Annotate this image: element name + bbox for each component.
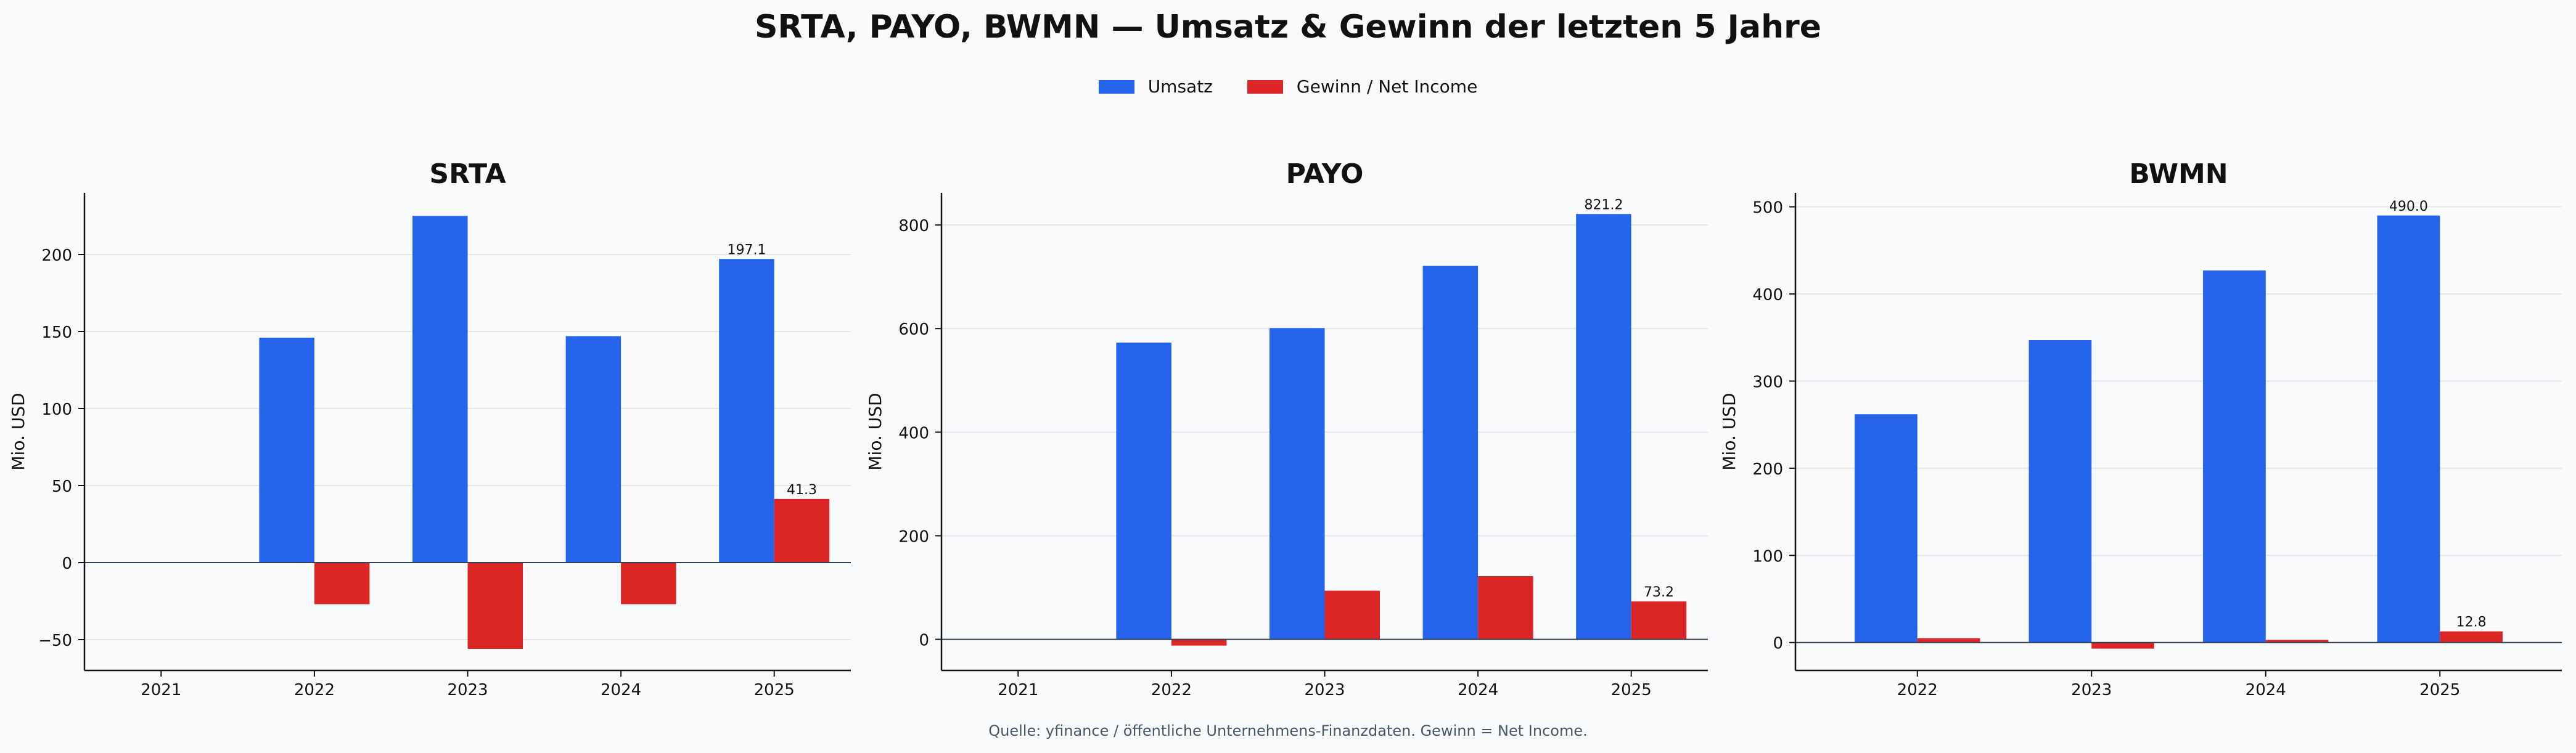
- bar-net-income-2025: [774, 499, 830, 563]
- legend-label-net-income: Gewinn / Net Income: [1296, 76, 1478, 97]
- y-tick-label: 200: [1752, 460, 1783, 479]
- y-tick-label: 800: [898, 217, 929, 235]
- panel-title: PAYO: [1286, 158, 1364, 190]
- source-note: Quelle: yfinance / öffentliche Unternehm…: [988, 722, 1588, 739]
- legend-swatch-revenue: [1098, 79, 1134, 94]
- legend-swatch-net-income: [1247, 79, 1283, 94]
- y-tick-label: 300: [1752, 373, 1783, 391]
- y-axis-label: Mio. USD: [8, 393, 28, 470]
- legend: Umsatz Gewinn / Net Income: [0, 76, 2576, 97]
- bar-net-income-2023: [2091, 642, 2154, 649]
- x-tick-label-2023: 2023: [1304, 681, 1345, 699]
- bar-net-income-2023: [1324, 590, 1380, 640]
- x-tick-label-2022: 2022: [1151, 681, 1192, 699]
- x-tick-label-2025: 2025: [754, 681, 795, 699]
- bar-revenue-2025: [2377, 215, 2440, 643]
- bar-net-income-2025: [2440, 631, 2503, 643]
- y-tick-label: 100: [41, 401, 72, 419]
- panel-title: SRTA: [429, 158, 506, 190]
- y-tick-label: 500: [1752, 199, 1783, 218]
- x-tick-label-2023: 2023: [447, 681, 488, 699]
- data-label-revenue: 490.0: [2389, 199, 2428, 214]
- bar-net-income-2024: [1478, 576, 1533, 640]
- y-tick-label: 400: [898, 424, 929, 442]
- bar-net-income-2023: [467, 563, 523, 649]
- y-tick-label: 400: [1752, 286, 1783, 304]
- data-label-net-income: 12.8: [2456, 615, 2487, 630]
- bar-revenue-2024: [2203, 270, 2266, 643]
- bar-net-income-2024: [621, 563, 676, 604]
- y-tick-label: 0: [919, 632, 929, 650]
- bar-revenue-2024: [1422, 266, 1479, 640]
- y-tick-label: −50: [38, 632, 72, 650]
- x-tick-label-2022: 2022: [1897, 681, 1938, 699]
- panel-title: BWMN: [2129, 158, 2228, 190]
- x-tick-label-2022: 2022: [294, 681, 335, 699]
- legend-label-revenue: Umsatz: [1147, 76, 1213, 97]
- bar-revenue-2022: [1116, 342, 1171, 640]
- bar-revenue-2024: [565, 336, 621, 563]
- y-axis-label: Mio. USD: [865, 393, 885, 470]
- legend-item-net-income: Gewinn / Net Income: [1247, 76, 1477, 97]
- panel-payo: 821.2 73.2 0 200 400 600 800 2021 2022 2023 2024 20…: [865, 158, 1708, 699]
- bar-revenue-2022: [259, 338, 314, 563]
- x-tick-label-2025: 2025: [1611, 681, 1652, 699]
- x-tick-label-2024: 2024: [1458, 681, 1498, 699]
- bar-revenue-2023: [412, 216, 468, 563]
- bar-net-income-2025: [1631, 601, 1687, 640]
- bar-revenue-2023: [1270, 328, 1325, 640]
- panel-srta: 197.1 41.3 −50 0 50 100 150 200 2021 2022 2023 2024…: [8, 158, 851, 699]
- y-tick-label: 200: [41, 246, 72, 265]
- bar-revenue-2022: [1855, 414, 1918, 643]
- bar-net-income-2022: [1917, 638, 1980, 643]
- panel-bwmn: 490.0 12.8 0 100 200 300 400 500 2022 2023 2024 202…: [1719, 158, 2562, 699]
- data-label-net-income: 73.2: [1644, 585, 1674, 600]
- x-tick-label-2024: 2024: [601, 681, 641, 699]
- bar-net-income-2022: [314, 563, 370, 604]
- bar-net-income-2022: [1171, 639, 1227, 646]
- y-tick-label: 150: [41, 324, 72, 342]
- y-axis-label: Mio. USD: [1719, 393, 1739, 470]
- x-tick-label-2025: 2025: [2419, 681, 2460, 699]
- y-tick-label: 100: [1752, 547, 1783, 566]
- y-tick-label: 50: [52, 478, 72, 496]
- data-label-revenue: 821.2: [1584, 197, 1623, 213]
- x-tick-label-2021: 2021: [141, 681, 181, 699]
- bar-revenue-2025: [1576, 214, 1631, 640]
- bar-revenue-2023: [2028, 340, 2092, 643]
- data-label-revenue: 197.1: [727, 242, 766, 258]
- x-tick-label-2021: 2021: [998, 681, 1038, 699]
- y-tick-label: 0: [1773, 635, 1783, 653]
- bar-revenue-2025: [719, 259, 774, 563]
- y-tick-label: 0: [62, 555, 72, 573]
- y-tick-label: 200: [898, 527, 929, 546]
- figure-title: SRTA, PAYO, BWMN — Umsatz & Gewinn der l…: [754, 9, 1822, 46]
- data-label-net-income: 41.3: [787, 482, 817, 498]
- x-tick-label-2023: 2023: [2071, 681, 2112, 699]
- legend-item-revenue: Umsatz: [1098, 76, 1213, 97]
- x-tick-label-2024: 2024: [2246, 681, 2286, 699]
- bar-net-income-2024: [2265, 640, 2329, 643]
- y-tick-label: 600: [898, 320, 929, 339]
